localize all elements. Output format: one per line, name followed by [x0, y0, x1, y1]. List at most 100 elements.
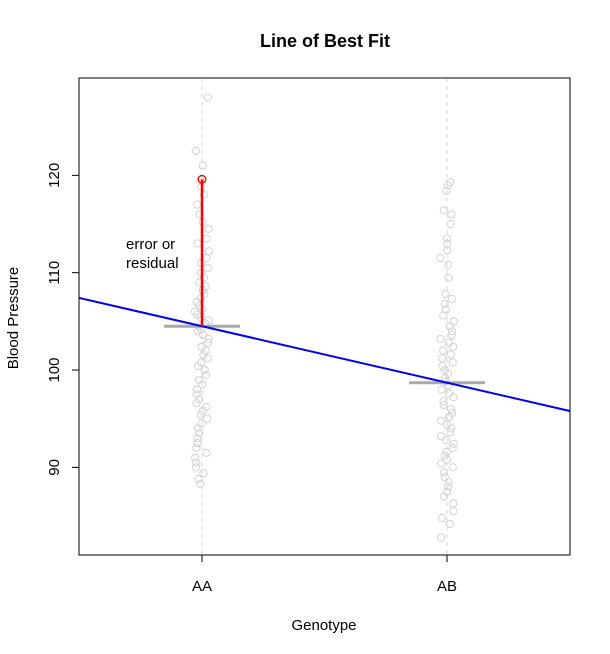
highlighted-point [197, 174, 207, 184]
data-point [446, 219, 455, 229]
data-point [192, 463, 201, 472]
data-point [437, 459, 446, 468]
data-point [195, 429, 204, 438]
data-point [439, 311, 448, 320]
data-point [202, 234, 211, 243]
data-point [198, 406, 207, 415]
y-tick-label: 110 [46, 261, 63, 285]
data-point [448, 443, 457, 452]
data-point [437, 432, 446, 441]
data-point [199, 330, 208, 340]
x-tick-label: AA [192, 578, 212, 595]
plot-frame [78, 77, 571, 556]
data-point [442, 436, 451, 445]
data-point [439, 346, 448, 355]
data-point [194, 424, 203, 433]
data-point [204, 224, 213, 233]
data-point [444, 273, 453, 282]
data-point [440, 473, 449, 482]
data-point [204, 334, 213, 343]
data-point [444, 260, 453, 269]
data-point [447, 294, 456, 304]
data-point [200, 365, 209, 375]
data-point [443, 234, 452, 243]
data-point [203, 263, 213, 272]
data-point [202, 370, 211, 379]
data-point [204, 247, 213, 256]
data-point [203, 414, 212, 423]
data-point [444, 482, 453, 491]
data-point [439, 492, 449, 501]
data-point [441, 290, 450, 299]
data-point [194, 475, 203, 484]
chart-title: Line of Best Fit [260, 31, 390, 51]
data-points [190, 93, 458, 542]
data-point [440, 468, 449, 477]
data-point [192, 458, 201, 467]
data-point [193, 434, 202, 443]
data-point [436, 254, 445, 263]
data-point [198, 161, 207, 170]
data-point [440, 299, 449, 308]
data-point [192, 390, 201, 399]
data-point [191, 146, 200, 156]
data-point [439, 397, 448, 406]
data-point [437, 416, 446, 425]
data-point [449, 317, 458, 326]
data-point [447, 424, 456, 433]
data-point [449, 499, 458, 508]
x-tick-label: AB [437, 578, 457, 595]
data-point [440, 451, 449, 460]
data-point [203, 338, 212, 347]
y-tick-label: 90 [46, 459, 63, 476]
x-axis-label: Genotype [291, 617, 356, 634]
data-point [447, 330, 456, 340]
data-point [446, 428, 455, 437]
data-point [444, 412, 454, 421]
data-point [199, 190, 208, 199]
data-point [193, 439, 202, 448]
data-point [448, 358, 457, 367]
data-point [191, 453, 200, 462]
data-point [448, 463, 457, 472]
data-point [448, 327, 457, 336]
data-point [203, 93, 212, 102]
data-point [437, 513, 447, 523]
data-point [444, 338, 453, 347]
data-point [445, 519, 454, 528]
data-point [449, 507, 458, 516]
data-point [196, 410, 205, 419]
data-point [199, 469, 208, 478]
data-point [439, 206, 448, 215]
y-tick-label: 120 [46, 163, 63, 188]
data-point [443, 181, 452, 190]
data-point [436, 334, 445, 343]
data-point [449, 393, 458, 402]
data-point [449, 439, 458, 449]
y-tick-label: 100 [46, 358, 63, 383]
data-point [193, 362, 203, 371]
data-point [446, 350, 455, 359]
data-point [198, 380, 207, 389]
data-point [437, 533, 446, 542]
data-point [202, 448, 211, 457]
data-point [196, 479, 205, 488]
data-point [446, 178, 455, 187]
data-point [445, 322, 454, 331]
data-point [439, 401, 448, 410]
axes: 90 100 110 120 AA AB [46, 77, 571, 595]
data-point [444, 389, 454, 398]
data-point [449, 342, 458, 351]
residual-highlight [197, 174, 207, 327]
data-point [438, 362, 447, 371]
data-point [199, 273, 209, 282]
data-point [442, 455, 451, 464]
data-point [193, 200, 202, 209]
data-point [442, 447, 451, 456]
data-point [437, 385, 446, 394]
annotation-line-2: residual [126, 255, 179, 272]
data-point [438, 354, 447, 363]
data-point [447, 210, 456, 219]
annotation-line-1: error or [126, 236, 175, 253]
